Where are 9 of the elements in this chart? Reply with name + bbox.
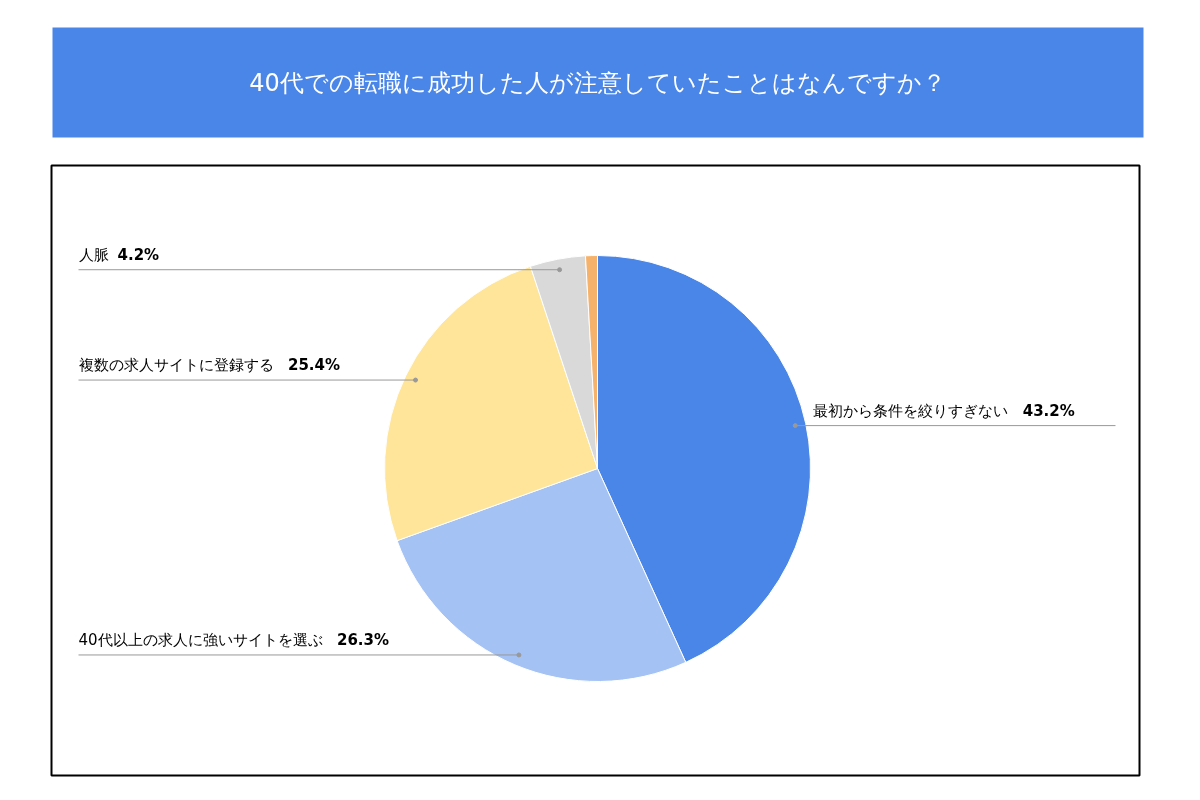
slice-label: 40代以上の求人に強いサイトを選ぶ <box>78 630 323 649</box>
slice-label: 最初から条件を絞りすぎない <box>813 401 1009 420</box>
slice-label: 人脈 <box>78 245 109 264</box>
chart-title: 40代での転職に成功した人が注意していたことはなんですか？ <box>249 68 946 97</box>
data-label: 4.2% <box>117 245 160 264</box>
data-label: 25.4% <box>288 356 341 375</box>
data-label: 43.2% <box>1022 401 1075 420</box>
slice-label: 複数の求人サイトに登録する <box>78 356 274 375</box>
data-label: 26.3% <box>337 630 390 649</box>
